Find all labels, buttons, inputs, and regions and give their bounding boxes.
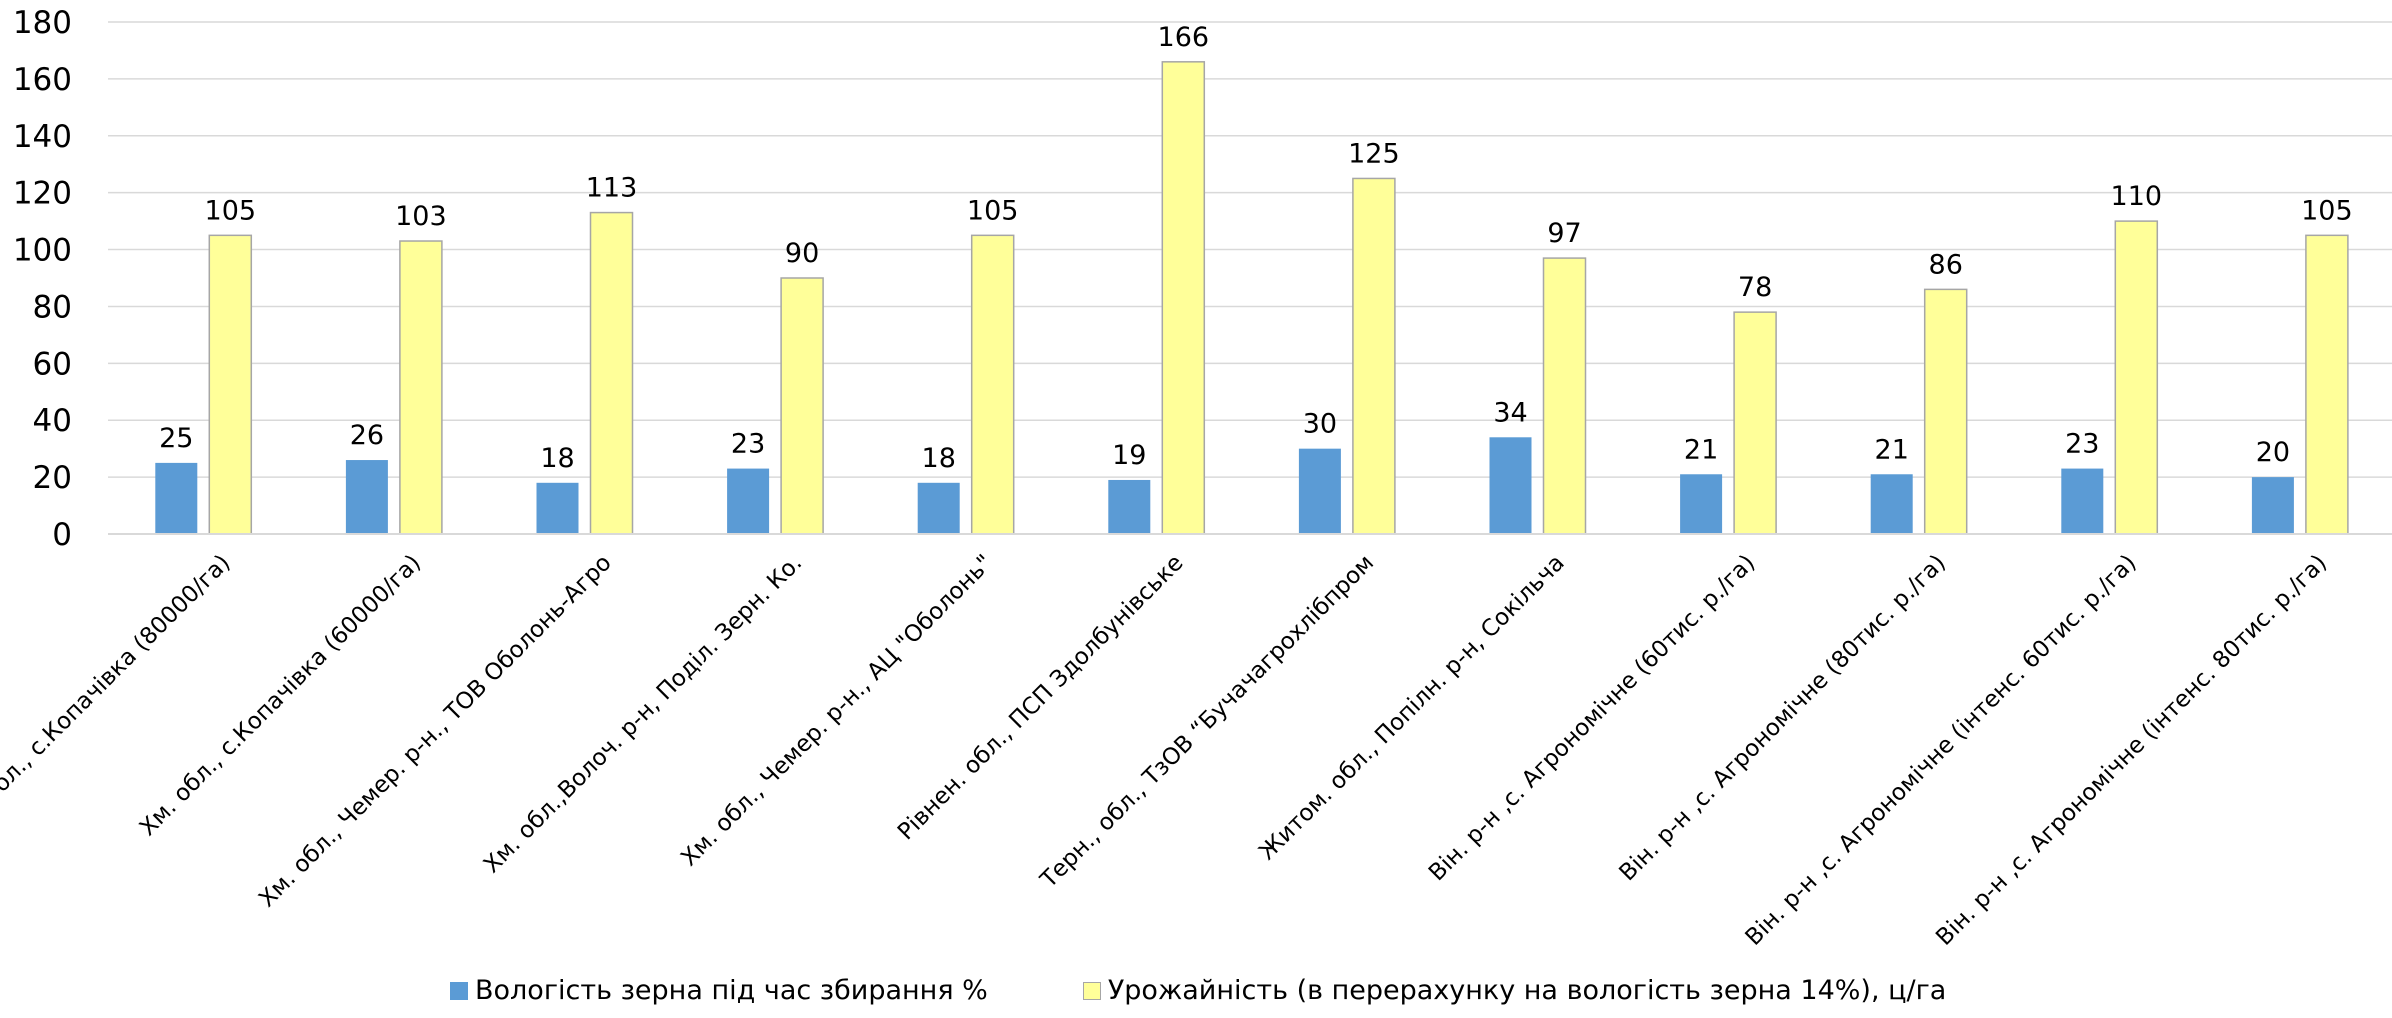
- y-tick-label: 0: [52, 517, 72, 553]
- y-tick-label: 60: [33, 346, 72, 382]
- y-tick-label: 120: [13, 176, 72, 212]
- legend-swatch-yield: [1082, 981, 1101, 1000]
- bar-moisture: [1870, 474, 1913, 534]
- bar-moisture: [1108, 479, 1151, 534]
- x-tick-label: Хм. обл.,Волоч. р-н, Поділ. Зерн. Ко.: [479, 550, 807, 878]
- data-label-moisture: 23: [731, 429, 765, 460]
- data-label-yield: 125: [1348, 138, 1400, 169]
- bar-yield: [399, 240, 443, 535]
- legend-label-moisture: Вологість зерна під час збирання %: [475, 975, 988, 1006]
- data-label-moisture: 18: [922, 443, 956, 474]
- data-label-moisture: 20: [2256, 437, 2290, 468]
- y-tick-label: 160: [13, 62, 72, 98]
- legend-swatch-moisture: [450, 981, 468, 1000]
- data-label-yield: 97: [1547, 218, 1581, 249]
- bar-yield: [1542, 257, 1587, 535]
- bar-moisture: [917, 482, 960, 534]
- bar-yield: [1733, 311, 1777, 535]
- bar-yield: [2305, 234, 2349, 535]
- x-axis-ticks: Хм. обл., с.Копачівка (80000/га)Хм. обл.…: [0, 550, 2332, 951]
- bar-yield: [1923, 288, 1968, 535]
- data-label-yield: 105: [205, 195, 257, 226]
- bar-moisture: [727, 468, 770, 534]
- legend-item-yield: Урожайність (в перерахунку на вологість …: [1082, 975, 1947, 1006]
- bar-yield: [780, 277, 824, 535]
- bar-moisture: [1680, 474, 1723, 534]
- data-label-yield: 166: [1158, 22, 1210, 53]
- x-tick-label: Він. р-н ,с. Агрономічне (інтенс. 80тис.…: [1931, 550, 2332, 951]
- gridlines: [108, 21, 2392, 478]
- data-label-yield: 110: [2111, 181, 2163, 212]
- x-tick-label: Житом. обл., Попілн. р-н, Сокільча: [1254, 550, 1569, 865]
- data-label-yield: 105: [967, 195, 1019, 226]
- bar-moisture: [155, 462, 198, 534]
- bar-moisture: [1489, 437, 1532, 534]
- bar-moisture: [2061, 468, 2104, 534]
- data-label-moisture: 26: [350, 420, 384, 451]
- legend-label-yield: Урожайність (в перерахунку на вологість …: [1107, 975, 1947, 1006]
- bar-moisture: [1298, 448, 1341, 534]
- bar-yield: [1161, 61, 1206, 535]
- y-tick-label: 40: [33, 403, 72, 439]
- bar-yield: [970, 234, 1015, 535]
- legend-item-moisture: Вологість зерна під час збирання %: [450, 975, 988, 1006]
- data-label-yield: 86: [1929, 249, 1963, 280]
- bars: [155, 61, 2349, 535]
- bar-yield: [2114, 220, 2159, 535]
- bar-yield: [1352, 177, 1396, 535]
- x-tick-label: Він. р-н ,с. Агрономічне (80тис. р./га): [1615, 550, 1951, 886]
- x-tick-label: Терн., обл., ТзОВ “Бучачагрохлібпром: [1035, 550, 1379, 894]
- x-tick-label: Він. р-н ,с. Агрономічне (60тис. р./га): [1424, 550, 1760, 886]
- y-axis-ticks: 0 20 40 60 80 100 120 140 160 180: [13, 5, 72, 553]
- data-labels: 25 26 18 23 18 19 30 34 21 21 23 20 105 103 113 90 105 16…: [159, 22, 2353, 474]
- data-label-moisture: 18: [540, 443, 574, 474]
- data-label-moisture: 21: [1875, 434, 1909, 465]
- data-label-yield: 78: [1738, 272, 1772, 303]
- legend: Вологість зерна під час збирання % Урожа…: [450, 975, 1946, 1006]
- data-label-moisture: 19: [1112, 440, 1146, 471]
- data-label-yield: 103: [395, 201, 447, 232]
- bar-yield: [589, 211, 634, 535]
- y-tick-label: 80: [33, 289, 72, 325]
- data-label-moisture: 30: [1303, 409, 1337, 440]
- data-label-moisture: 21: [1684, 434, 1718, 465]
- x-tick-label: Хм. обл., Чемер. р-н., АЦ "Оболонь": [676, 550, 998, 872]
- bar-moisture: [2251, 477, 2294, 534]
- data-label-yield: 105: [2301, 195, 2353, 226]
- x-tick-label: Хм. обл., Чемер. р-н., ТОВ Оболонь-Агро: [254, 550, 617, 913]
- bar-yield: [208, 234, 253, 535]
- y-tick-label: 100: [13, 233, 72, 269]
- bar-moisture: [345, 460, 388, 534]
- x-tick-label: Хм. обл., с.Копачівка (80000/га): [0, 550, 236, 841]
- data-label-yield: 90: [785, 238, 819, 269]
- data-label-yield: 113: [586, 173, 638, 204]
- y-tick-label: 140: [13, 119, 72, 155]
- y-tick-label: 20: [33, 460, 72, 496]
- data-label-moisture: 25: [159, 423, 193, 454]
- y-tick-label: 180: [13, 5, 72, 41]
- data-label-moisture: 23: [2065, 429, 2099, 460]
- bar-moisture: [536, 482, 579, 534]
- x-tick-label: Він. р-н ,с. Агрономічне (інтенс. 60тис.…: [1741, 550, 2142, 951]
- data-label-moisture: 34: [1493, 397, 1527, 428]
